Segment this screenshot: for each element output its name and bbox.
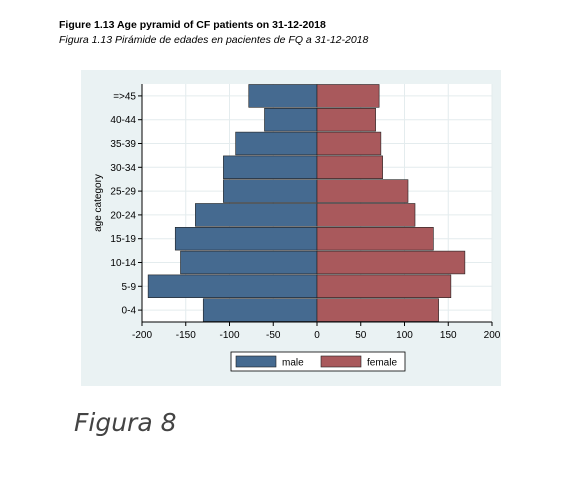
male-bar — [147, 274, 318, 298]
male-bar — [174, 227, 318, 251]
female-bar — [316, 107, 376, 132]
x-tick-label: -150 — [176, 330, 196, 341]
y-tick-label: 15-19 — [110, 234, 136, 245]
male-bar — [248, 84, 318, 108]
female-bar — [316, 227, 434, 251]
female-bar — [316, 155, 383, 180]
y-tick-label: 0-4 — [122, 306, 137, 317]
y-tick-label: =>45 — [113, 91, 136, 102]
x-tick-label: 0 — [314, 330, 320, 341]
male-bar — [202, 298, 318, 322]
y-tick-label: 20-24 — [110, 210, 136, 221]
y-tick-label: 5-9 — [122, 282, 137, 293]
x-tick-label: -100 — [219, 330, 239, 341]
male-bar — [195, 203, 318, 227]
male-bar — [235, 131, 318, 156]
female-bar — [316, 84, 380, 108]
female-bar — [316, 131, 382, 156]
figure-subtitle: Figura 1.13 Pirámide de edades en pacien… — [59, 34, 369, 46]
legend-swatch-female — [320, 355, 362, 368]
female-bar — [316, 298, 439, 322]
y-tick-label: 40-44 — [110, 115, 136, 126]
male-bar — [180, 250, 318, 275]
female-bar — [316, 250, 466, 275]
x-tick-label: 50 — [355, 330, 367, 341]
female-bar — [316, 203, 416, 227]
x-tick-label: -50 — [266, 330, 281, 341]
y-tick-label: 10-14 — [110, 258, 136, 269]
female-bar — [316, 274, 452, 298]
y-axis-title: age category — [93, 174, 104, 232]
male-bar — [223, 179, 318, 203]
male-bar — [223, 155, 318, 180]
y-tick-label: 35-39 — [110, 139, 136, 150]
x-tick-label: 100 — [396, 330, 413, 341]
male-bar — [264, 107, 318, 132]
x-tick-label: 200 — [484, 330, 501, 341]
age-pyramid-chart: -200 -150 -100 -50 0 50 100 150 200 0-4 5-9 10-14 15… — [81, 70, 501, 386]
y-tick-label: 30-34 — [110, 163, 136, 174]
legend-swatch-male — [235, 355, 277, 368]
x-tick-label: 150 — [440, 330, 457, 341]
legend-label-female: female — [367, 358, 397, 369]
x-tick-label: -200 — [132, 330, 152, 341]
chart-svg: -200 -150 -100 -50 0 50 100 150 200 0-4 5-9 10-14 15… — [93, 84, 501, 372]
female-bar — [316, 179, 409, 203]
figure-caption: Figura 8 — [74, 408, 177, 437]
figure-title: Figure 1.13 Age pyramid of CF patients o… — [59, 19, 326, 31]
legend-label-male: male — [282, 358, 304, 369]
y-tick-label: 25-29 — [110, 187, 136, 198]
